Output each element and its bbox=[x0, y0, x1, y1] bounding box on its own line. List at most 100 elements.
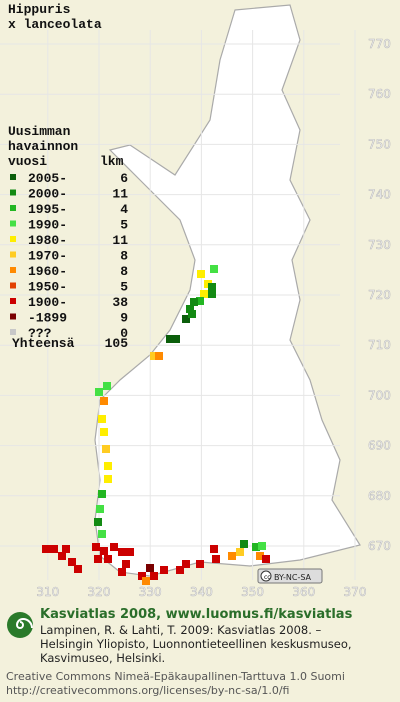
grid-label: 750 bbox=[368, 137, 391, 151]
occurrence-square bbox=[110, 543, 118, 551]
occurrence-square bbox=[200, 290, 208, 298]
legend-swatch bbox=[10, 189, 16, 196]
legend-count: 6 bbox=[120, 171, 128, 186]
grid-label: 700 bbox=[368, 388, 391, 402]
legend-col: vuosi bbox=[8, 154, 47, 169]
legend-count: 4 bbox=[120, 202, 128, 217]
citation: Helsingin Yliopisto, Luonnontieteellinen… bbox=[40, 637, 352, 651]
occurrence-square bbox=[42, 545, 50, 553]
occurrence-square bbox=[160, 566, 168, 574]
occurrence-square bbox=[100, 428, 108, 436]
occurrence-square bbox=[236, 548, 244, 556]
occurrence-square bbox=[68, 558, 76, 566]
occurrence-square bbox=[197, 270, 205, 278]
occurrence-square bbox=[210, 265, 218, 273]
occurrence-square bbox=[94, 555, 102, 563]
legend-swatch bbox=[10, 236, 16, 242]
occurrence-square bbox=[50, 545, 58, 553]
occurrence-square bbox=[142, 577, 150, 585]
occurrence-square bbox=[96, 505, 104, 513]
grid-label: 350 bbox=[241, 585, 264, 599]
occurrence-square bbox=[210, 545, 218, 553]
occurrence-square bbox=[188, 310, 196, 318]
legend-label: 1900- bbox=[28, 295, 67, 310]
grid-label: 770 bbox=[368, 37, 391, 51]
grid-label: 310 bbox=[36, 585, 59, 599]
legend-heading: Uusimman bbox=[8, 124, 71, 139]
occurrence-square bbox=[186, 305, 194, 313]
occurrence-square bbox=[256, 552, 264, 560]
title-line: x lanceolata bbox=[8, 17, 102, 32]
occurrence-square bbox=[240, 540, 248, 548]
grid-label: 740 bbox=[368, 188, 391, 202]
occurrence-square bbox=[150, 572, 158, 580]
legend-label: 1950- bbox=[28, 280, 67, 295]
occurrence-square bbox=[176, 566, 184, 574]
brand: Kasviatlas 2008, www.luomus.fi/kasviatla… bbox=[40, 607, 353, 622]
land-outline bbox=[94, 4, 361, 577]
legend-count: 38 bbox=[112, 295, 128, 310]
occurrence-square bbox=[100, 547, 108, 555]
cc-badge: cc BY-NC-SA bbox=[257, 568, 323, 584]
total-label: Yhteensä bbox=[12, 336, 75, 351]
legend-swatch bbox=[10, 282, 16, 289]
occurrence-square bbox=[103, 382, 111, 390]
legend-label: 1960- bbox=[28, 264, 67, 279]
legend-count: 8 bbox=[120, 249, 128, 264]
legend-swatch bbox=[10, 313, 16, 320]
legend-count: 11 bbox=[112, 233, 128, 248]
occurrence-square bbox=[98, 415, 106, 423]
occurrence-square bbox=[98, 490, 106, 498]
occurrence-square bbox=[212, 555, 220, 563]
grid-label: 320 bbox=[88, 585, 111, 599]
legend-count: 5 bbox=[120, 280, 128, 295]
occurrence-square bbox=[190, 298, 198, 306]
legend-label: ??? bbox=[28, 326, 52, 341]
occurrence-square bbox=[150, 352, 158, 360]
occurrence-square bbox=[74, 565, 82, 573]
occurrence-square bbox=[104, 462, 112, 470]
occurrence-square bbox=[104, 475, 112, 483]
legend-swatch bbox=[10, 220, 16, 227]
legend-count: 0 bbox=[120, 326, 128, 341]
logo bbox=[7, 612, 33, 638]
grid-label: 370 bbox=[344, 585, 367, 599]
occurrence-square bbox=[228, 552, 236, 560]
grid-label: 680 bbox=[368, 489, 391, 503]
occurrence-square bbox=[118, 548, 126, 556]
occurrence-square bbox=[258, 542, 266, 550]
legend-swatch bbox=[10, 251, 16, 258]
occurrence-square bbox=[118, 568, 126, 576]
legend-count: 11 bbox=[112, 187, 128, 202]
legend-heading: havainnon bbox=[8, 139, 78, 154]
license: Creative Commons Nimeä-Epäkaupallinen-Ta… bbox=[6, 670, 345, 683]
legend-swatch bbox=[10, 267, 16, 273]
grid-label: 330 bbox=[139, 585, 162, 599]
occurrence-square bbox=[146, 564, 154, 572]
legend: 2005- 6 2000- 11 1995- 4 1990- 5 1980- 11 1970- 8 19… bbox=[10, 171, 128, 341]
legend-count: 8 bbox=[120, 264, 128, 279]
legend-label: 1970- bbox=[28, 249, 67, 264]
legend-label: 2005- bbox=[28, 171, 67, 186]
occurrence-square bbox=[196, 297, 204, 305]
legend-label: 2000- bbox=[28, 187, 67, 202]
legend-col: lkm bbox=[100, 154, 124, 169]
occurrence-square bbox=[62, 545, 70, 553]
occurrence-square bbox=[102, 445, 110, 453]
license: http://creativecommons.org/licenses/by-n… bbox=[6, 684, 289, 697]
occurrence-square bbox=[94, 518, 102, 526]
grid-label: 730 bbox=[368, 238, 391, 252]
citation: Kasvimuseo, Helsinki. bbox=[40, 651, 165, 665]
occurrence-square bbox=[58, 552, 66, 560]
legend-label: 1980- bbox=[28, 233, 67, 248]
occurrence-square bbox=[172, 335, 180, 343]
legend-label: 1995- bbox=[28, 202, 67, 217]
occurrence-square bbox=[182, 560, 190, 568]
occurrence-square bbox=[104, 555, 112, 563]
citation: Lampinen, R. & Lahti, T. 2009: Kasviatla… bbox=[40, 623, 322, 637]
occurrence-square bbox=[92, 543, 100, 551]
